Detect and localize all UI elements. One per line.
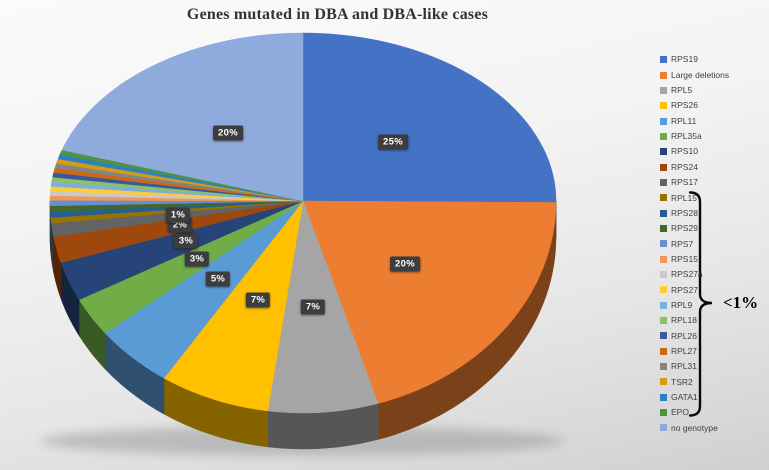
legend-swatch-rpl9 — [660, 301, 667, 309]
legend-swatch-rpl26 — [660, 332, 667, 340]
pie-label-large-deletions: 20% — [390, 256, 420, 272]
legend-item-rps17[interactable]: RPS17 — [660, 175, 729, 190]
chart-title: Genes mutated in DBA and DBA-like cases — [186, 6, 489, 23]
legend-item-rps24[interactable]: RPS24 — [660, 159, 729, 174]
legend-item-epo[interactable]: EPO — [660, 405, 729, 420]
legend-label: RPS28 — [671, 207, 698, 218]
legend-swatch-rpl15 — [660, 194, 667, 202]
legend-label: TSR2 — [671, 376, 693, 387]
legend-swatch-rps19 — [660, 56, 667, 64]
legend-item-large-deletions[interactable]: Large deletions — [660, 67, 729, 82]
legend-item-rpl9[interactable]: RPL9 — [660, 298, 729, 313]
legend-swatch-tsr2 — [660, 378, 667, 386]
legend-label: no genotype — [671, 422, 718, 433]
legend-item-rps26[interactable]: RPS26 — [660, 98, 729, 113]
legend-item-rpl26[interactable]: RPL26 — [660, 328, 729, 343]
legend-item-rpl35a[interactable]: RPL35a — [660, 129, 729, 144]
legend-item-rps27a[interactable]: RPS27a — [660, 267, 729, 282]
legend-item-rps7[interactable]: RPS7 — [660, 236, 729, 251]
legend-swatch-rps27a — [660, 270, 667, 278]
legend-swatch-rps29 — [660, 224, 667, 232]
legend-label: RPS26 — [671, 100, 698, 111]
legend-label: RPS19 — [671, 54, 698, 65]
legend-label: RPS27a — [671, 269, 703, 280]
legend-item-rpl5[interactable]: RPL5 — [660, 83, 729, 98]
pie-slice-rps19[interactable] — [302, 32, 557, 203]
legend-item-no-genotype[interactable]: no genotype — [660, 420, 729, 435]
legend-item-rps29[interactable]: RPS29 — [660, 221, 729, 236]
legend-label: RPS7 — [671, 238, 694, 249]
legend-label: Large deletions — [671, 69, 730, 80]
legend-swatch-rpl18 — [660, 317, 667, 325]
bracket-label: <1% — [723, 293, 759, 312]
legend-item-rps27[interactable]: RPS27 — [660, 282, 729, 297]
legend-label: RPL15 — [671, 192, 697, 203]
legend-item-rps10[interactable]: RPS10 — [660, 144, 729, 159]
legend-swatch-large-deletions — [660, 71, 667, 79]
pie-label-no-genotype: 20% — [213, 125, 243, 141]
legend-swatch-rps17 — [660, 178, 667, 186]
legend-item-tsr2[interactable]: TSR2 — [660, 374, 729, 389]
legend-item-rpl11[interactable]: RPL11 — [660, 113, 729, 128]
legend-item-rps15[interactable]: RPS15 — [660, 251, 729, 266]
legend-item-rpl27[interactable]: RPL27 — [660, 344, 729, 359]
legend-swatch-rps15 — [660, 255, 667, 263]
legend-label: GATA1 — [671, 391, 698, 402]
legend-label: RPL5 — [671, 85, 693, 96]
legend-label: RPS17 — [671, 177, 698, 188]
pie-label-rps19: 25% — [378, 134, 408, 150]
pie-label-rpl11: 5% — [205, 271, 231, 287]
legend-label: RPS27 — [671, 284, 698, 295]
legend-swatch-no-genotype — [660, 424, 667, 432]
pie-label-rps10: 3% — [173, 233, 199, 249]
legend-label: RPS15 — [671, 253, 698, 264]
legend-swatch-rps28 — [660, 209, 667, 217]
legend-label: RPL35a — [671, 131, 702, 142]
legend-swatch-rpl11 — [660, 117, 667, 125]
pie-slice-large-deletions[interactable] — [302, 200, 557, 404]
pie-slice-rps26[interactable] — [163, 200, 304, 412]
legend-swatch-rps7 — [660, 240, 667, 248]
legend-label: RPS24 — [671, 161, 698, 172]
legend: RPS19 Large deletions RPL5 RPS26 RPL11 RPL35a… — [660, 52, 729, 436]
legend-swatch-gata1 — [660, 393, 667, 401]
pie-label-rps26: 7% — [245, 292, 271, 308]
legend-label: EPO — [671, 407, 689, 418]
pie-label-rps17: 1% — [165, 207, 191, 223]
legend-label: RPL27 — [671, 345, 697, 356]
legend-swatch-rps24 — [660, 163, 667, 171]
legend-label: RPL31 — [671, 361, 697, 372]
legend-label: RPL26 — [671, 330, 697, 341]
legend-swatch-rpl31 — [660, 363, 667, 371]
legend-label: RPS10 — [671, 146, 698, 157]
legend-item-rpl18[interactable]: RPL18 — [660, 313, 729, 328]
legend-label: RPL11 — [671, 115, 697, 126]
legend-item-rps19[interactable]: RPS19 — [660, 52, 729, 67]
legend-swatch-rps26 — [660, 102, 667, 110]
pie-label-rpl5: 7% — [300, 299, 326, 315]
legend-item-rpl15[interactable]: RPL15 — [660, 190, 729, 205]
legend-swatch-epo — [660, 409, 667, 417]
pie-label-rpl35a: 3% — [184, 251, 210, 267]
legend-swatch-rpl27 — [660, 347, 667, 355]
pie-slice-rpl11[interactable] — [104, 200, 304, 379]
pie-slice-rps10[interactable] — [60, 200, 304, 301]
legend-swatch-rpl5 — [660, 86, 667, 94]
legend-label: RPL18 — [671, 315, 697, 326]
legend-item-rpl31[interactable]: RPL31 — [660, 359, 729, 374]
legend-item-rps28[interactable]: RPS28 — [660, 205, 729, 220]
legend-swatch-rpl35a — [660, 132, 667, 140]
legend-label: RPS29 — [671, 223, 698, 234]
legend-item-gata1[interactable]: GATA1 — [660, 390, 729, 405]
legend-swatch-rps27 — [660, 286, 667, 294]
legend-swatch-rps10 — [660, 148, 667, 156]
pie-slice-rpl35a[interactable] — [78, 200, 304, 334]
legend-label: RPL9 — [671, 299, 693, 310]
pie-slice-no-genotype[interactable] — [61, 32, 304, 202]
